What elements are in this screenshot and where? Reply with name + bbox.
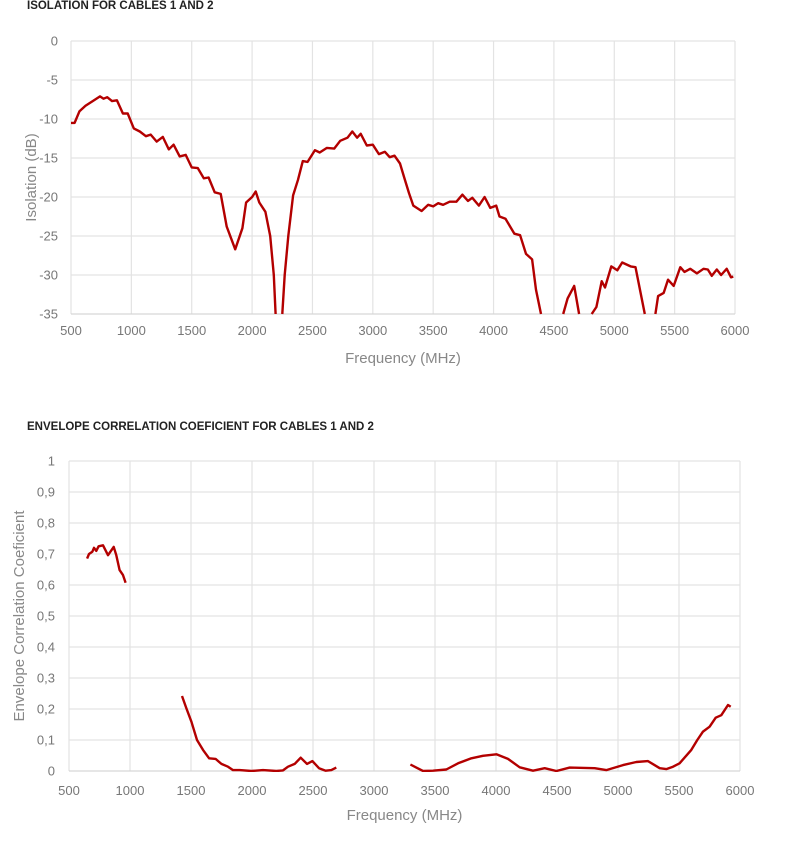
y-tick-label: -15 <box>39 151 58 166</box>
ecc-series-segment-2 <box>180 695 337 772</box>
y-tick-label: 0 <box>48 764 55 779</box>
y-tick-label: 1 <box>48 454 55 469</box>
isolation-chart: 500 1000 1500 2000 2500 3000 3500 4000 4500 5000 5… <box>23 34 749 368</box>
isolation-series-segment-5 <box>654 266 734 315</box>
y-tick-label: -30 <box>39 268 58 283</box>
y-tick-label: 0,1 <box>37 733 55 748</box>
y-tick-label: 0,9 <box>37 485 55 500</box>
x-tick-label: 5500 <box>660 323 689 338</box>
y-tick-label: -10 <box>39 112 58 127</box>
ecc-series-segment-3 <box>409 703 732 772</box>
y-tick-label: 0,6 <box>37 578 55 593</box>
x-tick-label: 5000 <box>604 783 633 798</box>
isolation-series-segment-4 <box>590 261 646 315</box>
x-tick-label: 3500 <box>419 323 448 338</box>
x-tick-label: 3000 <box>358 323 387 338</box>
y-tick-label: 0,7 <box>37 547 55 562</box>
y-tick-label: 0,2 <box>37 702 55 717</box>
x-tick-label: 3000 <box>360 783 389 798</box>
y-tick-label: 0 <box>51 34 58 49</box>
x-tick-label: 1000 <box>116 783 145 798</box>
x-tick-label: 5000 <box>600 323 629 338</box>
x-tick-label: 5500 <box>665 783 694 798</box>
y-tick-label: -5 <box>46 73 58 88</box>
y-tick-label: -35 <box>39 307 58 322</box>
y-tick-label: 0,4 <box>37 640 55 655</box>
isolation-series-segment-2 <box>281 130 543 315</box>
ecc-chart: 500 1000 1500 2000 2500 3000 3500 4000 4500 5000 5… <box>11 454 754 825</box>
x-tick-label: 1500 <box>177 323 206 338</box>
ecc-chart-title: ENVELOPE CORRELATION COEFICIENT FOR CABL… <box>27 421 374 433</box>
y-tick-label: 0,8 <box>37 516 55 531</box>
x-tick-label: 2500 <box>299 783 328 798</box>
x-tick-label: 500 <box>60 323 82 338</box>
x-tick-label: 2500 <box>298 323 327 338</box>
x-tick-label: 4000 <box>482 783 511 798</box>
y-tick-label: 0,3 <box>37 671 55 686</box>
x-tick-label: 2000 <box>238 783 267 798</box>
x-tick-label: 1500 <box>177 783 206 798</box>
x-tick-label: 3500 <box>421 783 450 798</box>
x-tick-label: 6000 <box>726 783 755 798</box>
x-tick-label: 2000 <box>238 323 267 338</box>
ecc-series-segment-1 <box>85 544 127 584</box>
x-tick-label: 6000 <box>721 323 750 338</box>
y-tick-label: 0,5 <box>37 609 55 624</box>
x-tick-label: 500 <box>58 783 80 798</box>
x-tick-label: 4000 <box>479 323 508 338</box>
isolation-series-segment-1 <box>71 95 277 315</box>
x-tick-label: 4500 <box>543 783 572 798</box>
x-tick-label: 4500 <box>539 323 568 338</box>
y-axis-label: Envelope Correlation Coeficient <box>11 510 28 722</box>
y-axis-label: Isolation (dB) <box>23 133 40 221</box>
isolation-chart-title: ISOLATION FOR CABLES 1 AND 2 <box>27 0 214 12</box>
isolation-series-segment-3 <box>562 284 581 315</box>
x-tick-label: 1000 <box>117 323 146 338</box>
x-axis-label: Frequency (MHz) <box>345 350 461 367</box>
x-axis-label: Frequency (MHz) <box>347 807 463 824</box>
y-tick-label: -20 <box>39 190 58 205</box>
y-tick-label: -25 <box>39 229 58 244</box>
